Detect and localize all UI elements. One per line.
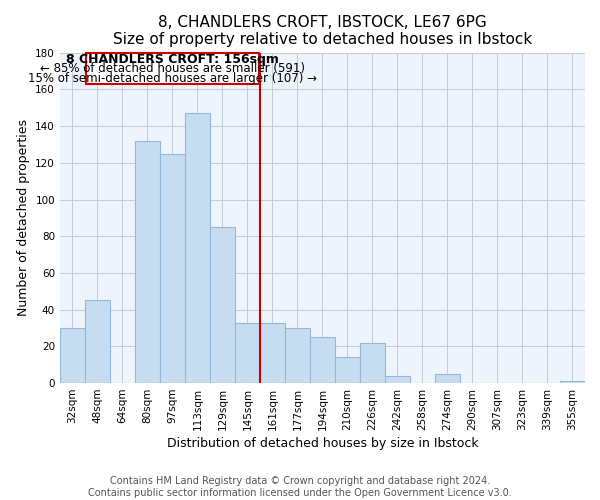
Bar [85,300,110,383]
Y-axis label: Number of detached properties: Number of detached properties [17,120,29,316]
Title: 8, CHANDLERS CROFT, IBSTOCK, LE67 6PG
Size of property relative to detached hous: 8, CHANDLERS CROFT, IBSTOCK, LE67 6PG Si… [113,15,532,48]
X-axis label: Distribution of detached houses by size in Ibstock: Distribution of detached houses by size … [167,437,478,450]
Bar [435,374,460,383]
Bar [260,322,285,383]
Bar [60,328,85,383]
Bar [335,358,360,383]
Text: Contains HM Land Registry data © Crown copyright and database right 2024.
Contai: Contains HM Land Registry data © Crown c… [88,476,512,498]
Bar [235,322,260,383]
Bar [135,141,160,383]
Bar [560,381,585,383]
FancyBboxPatch shape [86,52,259,84]
Bar [285,328,310,383]
Bar [385,376,410,383]
Bar [210,227,235,383]
Bar [310,337,335,383]
Bar [360,342,385,383]
Text: 15% of semi-detached houses are larger (107) →: 15% of semi-detached houses are larger (… [28,72,317,85]
Text: 8 CHANDLERS CROFT: 156sqm: 8 CHANDLERS CROFT: 156sqm [66,53,279,66]
Bar [160,154,185,383]
Text: ← 85% of detached houses are smaller (591): ← 85% of detached houses are smaller (59… [40,62,305,76]
Bar [185,114,210,383]
